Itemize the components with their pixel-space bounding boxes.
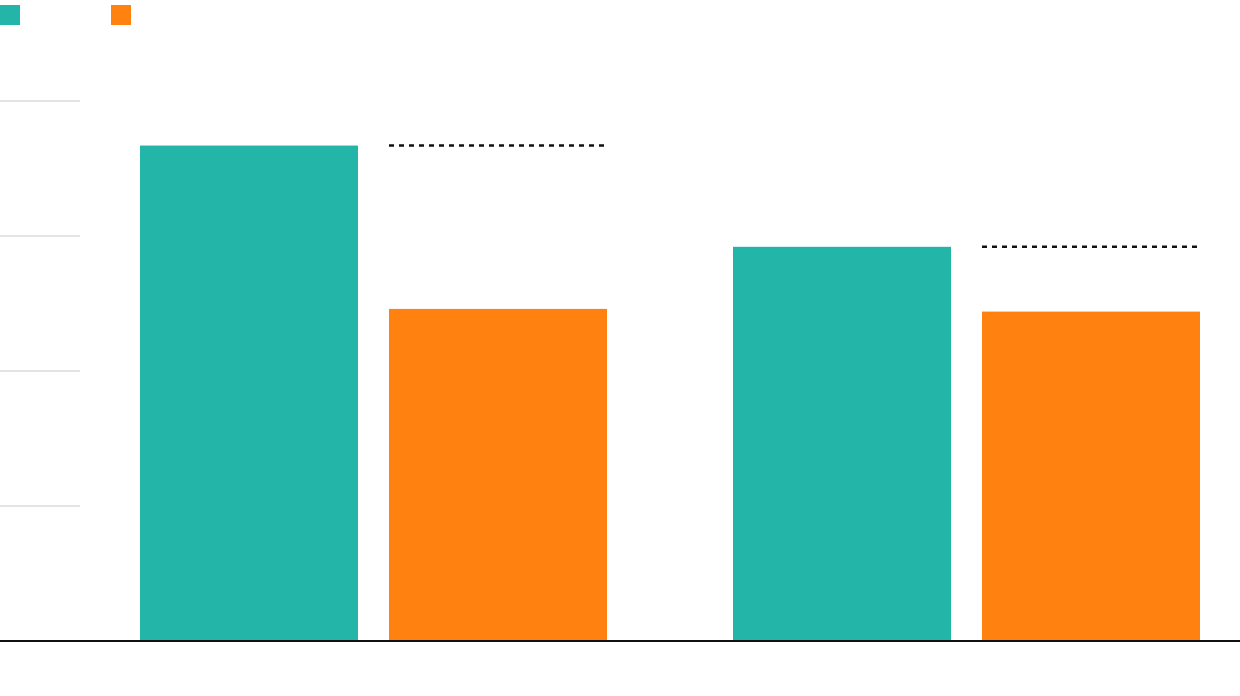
legend-swatch bbox=[111, 5, 131, 25]
bar bbox=[982, 311, 1200, 641]
bar bbox=[140, 145, 358, 642]
bar bbox=[733, 246, 951, 642]
bar bbox=[389, 308, 607, 641]
legend-swatch bbox=[0, 5, 20, 25]
